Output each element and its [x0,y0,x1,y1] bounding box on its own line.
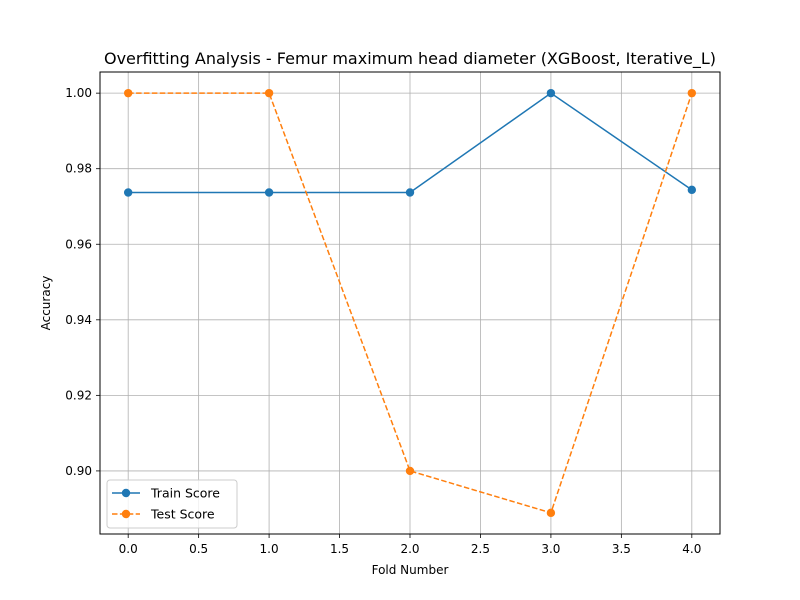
x-tick-label: 3.0 [541,542,560,556]
y-tick-label: 0.92 [65,388,92,402]
test-score-point [123,88,133,98]
y-axis: 0.90 0.92 0.94 0.96 0.98 1.00 [65,86,100,478]
train-score-point [546,88,556,98]
legend-train-score-label: Train Score [150,486,220,501]
test-score-point [687,88,697,98]
legend: Train Score Test Score [106,479,238,529]
y-tick-label: 0.90 [65,464,92,478]
chart-title: Overfitting Analysis - Femur maximum hea… [104,49,716,69]
x-axis: 0.0 0.5 1.0 1.5 2.0 2.5 3.0 3.5 4.0 [119,534,701,556]
legend-test-score-marker [121,509,131,519]
x-tick-label: 2.5 [471,542,490,556]
y-tick-label: 0.96 [65,237,92,251]
y-axis-label: Accuracy [39,276,53,331]
x-tick-label: 3.5 [612,542,631,556]
test-score-point [264,88,274,98]
train-score-point [405,188,415,197]
grid [100,72,720,534]
legend-box [106,479,238,529]
test-score-point [546,508,556,518]
y-tick-label: 1.00 [65,86,92,100]
y-tick-label: 0.94 [65,313,92,327]
x-tick-label: 4.0 [682,542,701,556]
test-score-line [128,92,693,514]
y-tick-label: 0.98 [65,162,92,176]
test-score-point [405,466,415,476]
x-axis-label: Fold Number [372,563,449,577]
x-tick-label: 1.0 [260,542,279,556]
train-score-point [264,188,274,197]
legend-test-score-label: Test Score [150,507,215,522]
legend-train-score-marker [121,488,131,498]
series-layer [123,88,697,518]
train-score-point [123,188,133,197]
x-tick-label: 0.5 [189,542,208,556]
x-tick-label: 2.0 [400,542,419,556]
x-tick-label: 0.0 [119,542,138,556]
train-score-point [687,185,697,195]
x-tick-label: 1.5 [330,542,349,556]
